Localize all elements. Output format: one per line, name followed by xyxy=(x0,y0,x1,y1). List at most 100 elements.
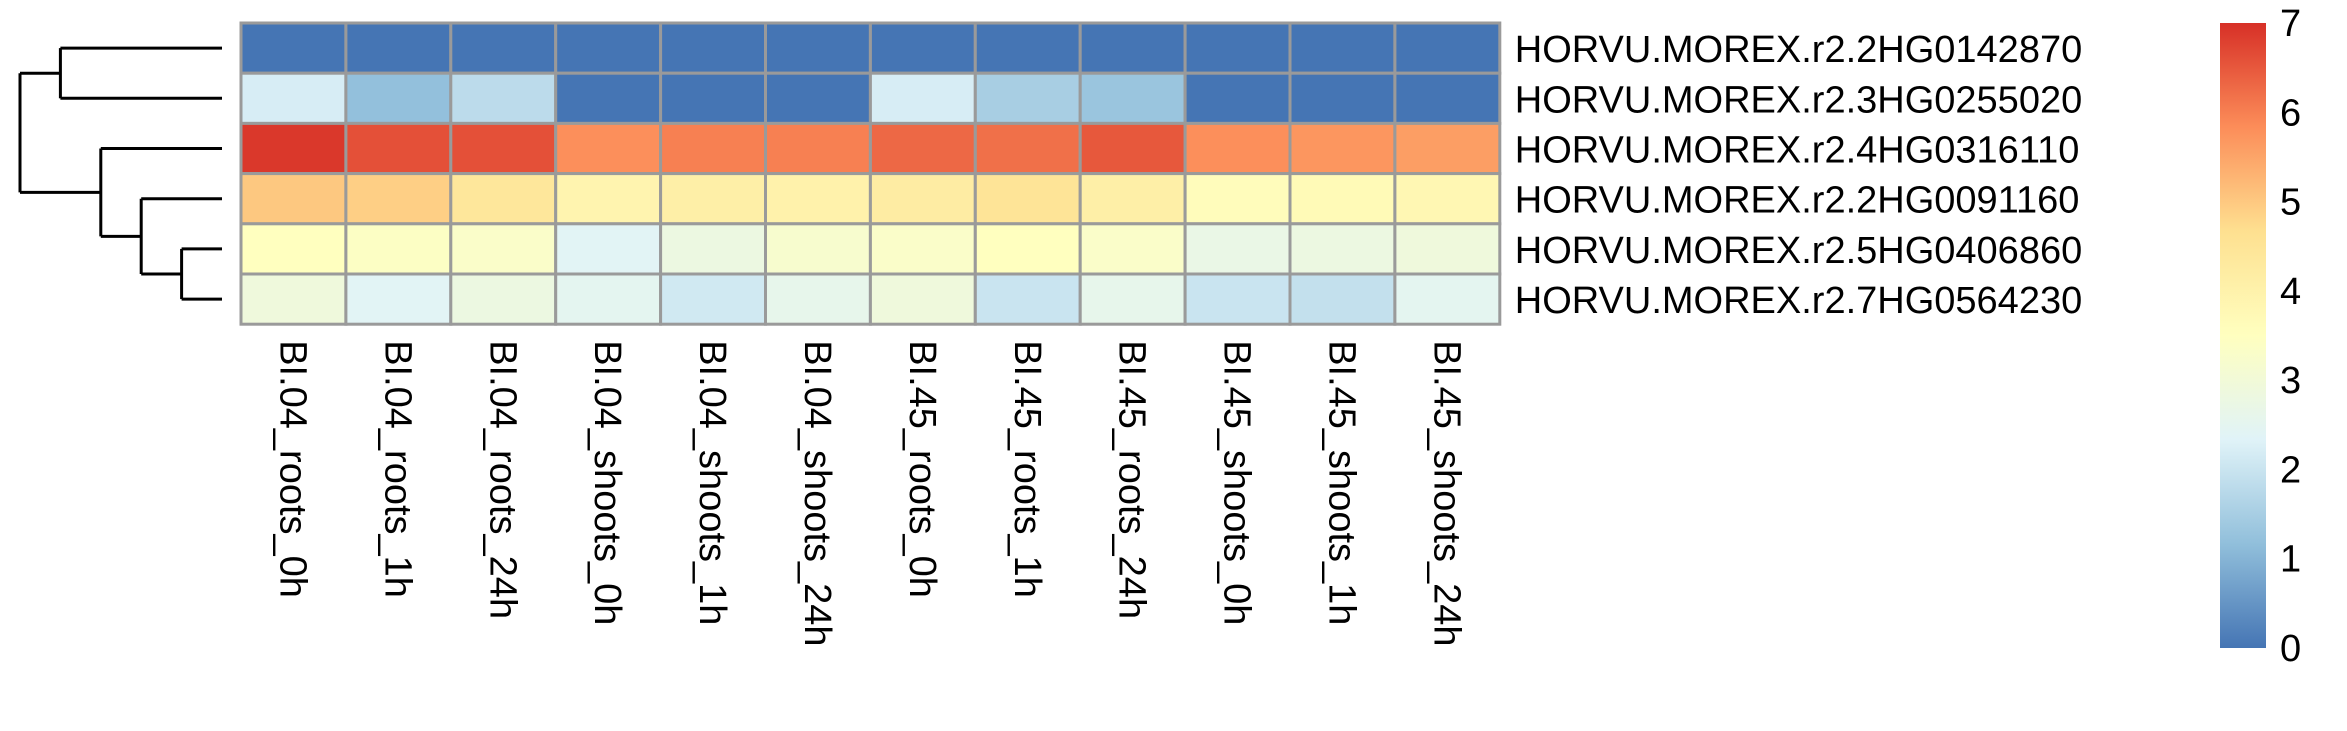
legend-tick-label: 1 xyxy=(2280,539,2301,581)
heatmap-cell xyxy=(659,172,767,226)
heatmap-cell xyxy=(659,21,767,75)
heatmap-cell xyxy=(973,172,1082,226)
heatmap-cell xyxy=(1183,272,1292,326)
column-label: BI.04_shoots_0h xyxy=(586,340,628,625)
heatmap-cell xyxy=(239,21,348,75)
heatmap-cell xyxy=(1288,121,1397,176)
heatmap-cell xyxy=(868,21,977,75)
heatmap-cell xyxy=(1393,222,1502,276)
column-label: BI.45_shoots_24h xyxy=(1425,340,1467,646)
heatmap-cell xyxy=(344,222,453,276)
heatmap-cell xyxy=(868,222,977,276)
heatmap-cell xyxy=(239,121,348,176)
heatmap-cell xyxy=(764,71,872,125)
heatmap-cell xyxy=(554,71,663,125)
heatmap-cell xyxy=(239,222,348,276)
column-label: BI.04_roots_24h xyxy=(481,340,523,619)
heatmap-cell xyxy=(659,121,767,176)
column-label: BI.45_roots_24h xyxy=(1111,340,1153,619)
row-label: HORVU.MOREX.r2.3HG0255020 xyxy=(1515,79,2082,121)
heatmap-cell xyxy=(239,272,348,326)
legend-color-bar xyxy=(2220,23,2266,648)
heatmap-cell xyxy=(659,222,767,276)
heatmap-cell xyxy=(554,222,663,276)
column-label: BI.04_roots_0h xyxy=(271,340,313,598)
heatmap-cell xyxy=(764,272,872,326)
heatmap-cell xyxy=(764,222,872,276)
legend-tick-label: 7 xyxy=(2280,3,2301,45)
column-label: BI.04_shoots_1h xyxy=(691,340,733,625)
heatmap-cell xyxy=(1183,222,1292,276)
heatmap-cell xyxy=(344,272,453,326)
column-label: BI.45_shoots_0h xyxy=(1216,340,1258,625)
heatmap-cell xyxy=(344,172,453,226)
heatmap-cell xyxy=(449,222,558,276)
heatmap-cell xyxy=(1183,71,1292,125)
heatmap-cell xyxy=(239,71,348,125)
legend-tick-label: 5 xyxy=(2280,182,2301,224)
heatmap-cell xyxy=(449,121,558,176)
heatmap-cell xyxy=(973,21,1082,75)
heatmap-cell xyxy=(1288,71,1397,125)
legend-tick-label: 2 xyxy=(2280,449,2301,491)
heatmap-cell xyxy=(1288,21,1397,75)
heatmap-cells xyxy=(239,21,1502,326)
heatmap-cell xyxy=(1078,172,1187,226)
column-label: BI.45_shoots_1h xyxy=(1320,340,1362,625)
heatmap-cell xyxy=(449,172,558,226)
row-labels: HORVU.MOREX.r2.2HG0142870 HORVU.MOREX.r2.… xyxy=(1515,29,2082,322)
heatmap-cell xyxy=(764,172,872,226)
heatmap-cell xyxy=(973,272,1082,326)
row-dendrogram xyxy=(18,46,222,301)
heatmap-cell xyxy=(973,121,1082,176)
heatmap-cell xyxy=(659,272,767,326)
heatmap-cell xyxy=(1078,222,1187,276)
heatmap-cell xyxy=(344,21,453,75)
row-label: HORVU.MOREX.r2.4HG0316110 xyxy=(1515,130,2080,172)
heatmap-cell xyxy=(449,71,558,125)
heatmap-cell xyxy=(1183,21,1292,75)
heatmap-cell xyxy=(554,172,663,226)
color-legend: 0 1 2 3 4 5 6 7 xyxy=(2220,3,2301,670)
heatmap-cell xyxy=(973,222,1082,276)
column-label: BI.04_roots_1h xyxy=(376,340,418,598)
heatmap-cell xyxy=(1078,121,1187,176)
heatmap-cell xyxy=(764,121,872,176)
heatmap-cell xyxy=(659,71,767,125)
heatmap-cell xyxy=(344,121,453,176)
column-label: BI.45_roots_0h xyxy=(901,340,943,598)
legend-tick-label: 6 xyxy=(2280,92,2301,134)
heatmap-cell xyxy=(868,272,977,326)
heatmap-cell xyxy=(344,71,453,125)
heatmap-cell xyxy=(973,71,1082,125)
heatmap-cell xyxy=(1183,172,1292,226)
heatmap-cell xyxy=(1078,272,1187,326)
legend-tick-label: 4 xyxy=(2280,271,2301,313)
column-labels: BI.04_roots_0h BI.04_roots_1h BI.04_roots_… xyxy=(271,340,1467,646)
heatmap-cell xyxy=(1078,21,1187,75)
heatmap-cell xyxy=(1393,272,1502,326)
heatmap-cell xyxy=(868,71,977,125)
heatmap-cell xyxy=(1288,222,1397,276)
heatmap-cell xyxy=(1393,121,1502,176)
heatmap-cell xyxy=(554,272,663,326)
row-label: HORVU.MOREX.r2.2HG0091160 xyxy=(1515,180,2080,222)
heatmap-cell xyxy=(1288,172,1397,226)
heatmap-cell xyxy=(1183,121,1292,176)
heatmap-cell xyxy=(239,172,348,226)
legend-tick-label: 3 xyxy=(2280,360,2301,402)
column-label: BI.45_roots_1h xyxy=(1006,340,1048,598)
heatmap-cell xyxy=(868,172,977,226)
heatmap-cell xyxy=(449,272,558,326)
heatmap-cell xyxy=(764,21,872,75)
heatmap-cell xyxy=(868,121,977,176)
row-label: HORVU.MOREX.r2.5HG0406860 xyxy=(1515,230,2082,272)
heatmap-cell xyxy=(1393,21,1502,75)
heatmap-cell xyxy=(449,21,558,75)
heatmap-cell xyxy=(554,121,663,176)
column-label: BI.04_shoots_24h xyxy=(796,340,838,646)
heatmap-cell xyxy=(554,21,663,75)
legend-tick-label: 0 xyxy=(2280,628,2301,670)
row-label: HORVU.MOREX.r2.2HG0142870 xyxy=(1515,29,2082,71)
